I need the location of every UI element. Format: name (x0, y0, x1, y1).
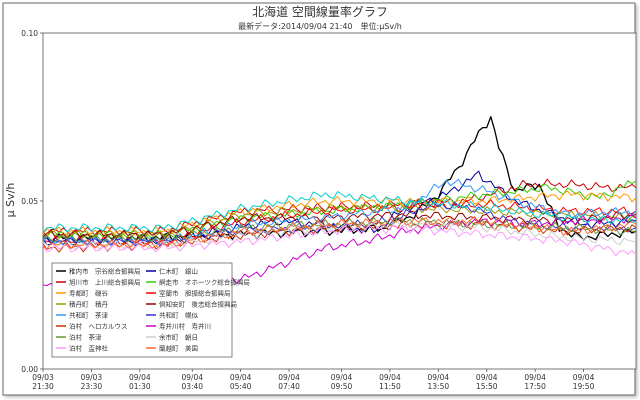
x-tick-time: 19:50 (573, 382, 595, 391)
y-tick-label: 0.00 (21, 365, 38, 374)
x-tick-date: 09/04 (573, 373, 595, 382)
legend-entry: 積丹町 積丹 (69, 299, 109, 308)
x-tick-date: 09/04 (428, 373, 450, 382)
legend-entry: 共和町 幌似 (159, 310, 199, 319)
legend-entry: 泊村 ヘロカルウス (69, 321, 128, 330)
series-line (42, 221, 636, 251)
x-tick-time: 09:50 (331, 382, 353, 391)
x-tick-date: 09/04 (524, 373, 546, 382)
legend-entry: 網走市 オホーツク総合振興局 (159, 277, 250, 286)
x-tick-date: 09/04 (278, 373, 300, 382)
x-tick-time: 17:50 (524, 382, 546, 391)
legend-entry: 蘭越町 美国 (159, 343, 198, 352)
y-tick-label: 0.10 (21, 29, 38, 38)
series-line (42, 190, 637, 236)
x-tick-time: 21:30 (32, 382, 54, 391)
legend-entry: 寿井川村 寿井川 (159, 321, 211, 330)
legend-entry: 室蘭市 胆振総合振興局 (159, 288, 231, 297)
legend-entry: 寿都町 磯谷 (69, 288, 109, 297)
legend-entry: 泊村 盃神社 (69, 343, 109, 352)
legend-entry: 仁木町 銀山 (159, 266, 198, 275)
x-tick-date: 09/04 (181, 373, 203, 382)
x-axis-ticks: 09/0321:3009/0323:3009/0401:3009/0403:40… (32, 369, 595, 391)
series-line (42, 224, 637, 257)
x-tick-time: 15:50 (476, 382, 498, 391)
legend-box (51, 262, 233, 358)
x-tick-time: 05:40 (230, 382, 252, 391)
x-tick-date: 09/03 (81, 373, 103, 382)
y-axis-label: μ Sv/h (4, 183, 17, 218)
chart-subtitle: 最新データ:2014/09/04 21:40 単位:μSv/h (238, 21, 402, 31)
legend-entry: 泊村 茶津 (69, 332, 102, 341)
y-tick-label: 0.05 (21, 197, 38, 206)
legend-entry: 稚内市 宗谷総合振興局 (69, 266, 141, 275)
legend-entry: 旭川市 上川総合振興局 (69, 277, 141, 286)
x-tick-date: 09/03 (32, 373, 54, 382)
series-line (42, 178, 637, 237)
x-tick-date: 09/04 (379, 373, 401, 382)
x-tick-date: 09/04 (331, 373, 353, 382)
series-line (42, 191, 637, 233)
x-tick-time: 07:40 (278, 382, 300, 391)
x-tick-date: 09/04 (129, 373, 151, 382)
series-line (42, 216, 637, 250)
y-axis-ticks: 0.00 0.05 0.10 (21, 29, 43, 374)
x-tick-time: 13:50 (428, 382, 450, 391)
x-tick-date: 09/04 (476, 373, 498, 382)
legend-entry: 共和町 茶津 (69, 310, 109, 319)
legend-entry: 倶知安町 後志総合振興局 (159, 299, 237, 308)
legend-entry: 余市町 朝日 (159, 332, 198, 341)
chart-title: 北海道 空間線量率グラフ (252, 4, 388, 19)
x-tick-time: 01:30 (129, 382, 151, 391)
series-layer (42, 116, 637, 290)
x-tick-date: 09/04 (230, 373, 252, 382)
x-tick-time: 11:50 (379, 382, 401, 391)
x-tick-time: 23:30 (81, 382, 103, 391)
x-tick-time: 03:40 (181, 382, 203, 391)
